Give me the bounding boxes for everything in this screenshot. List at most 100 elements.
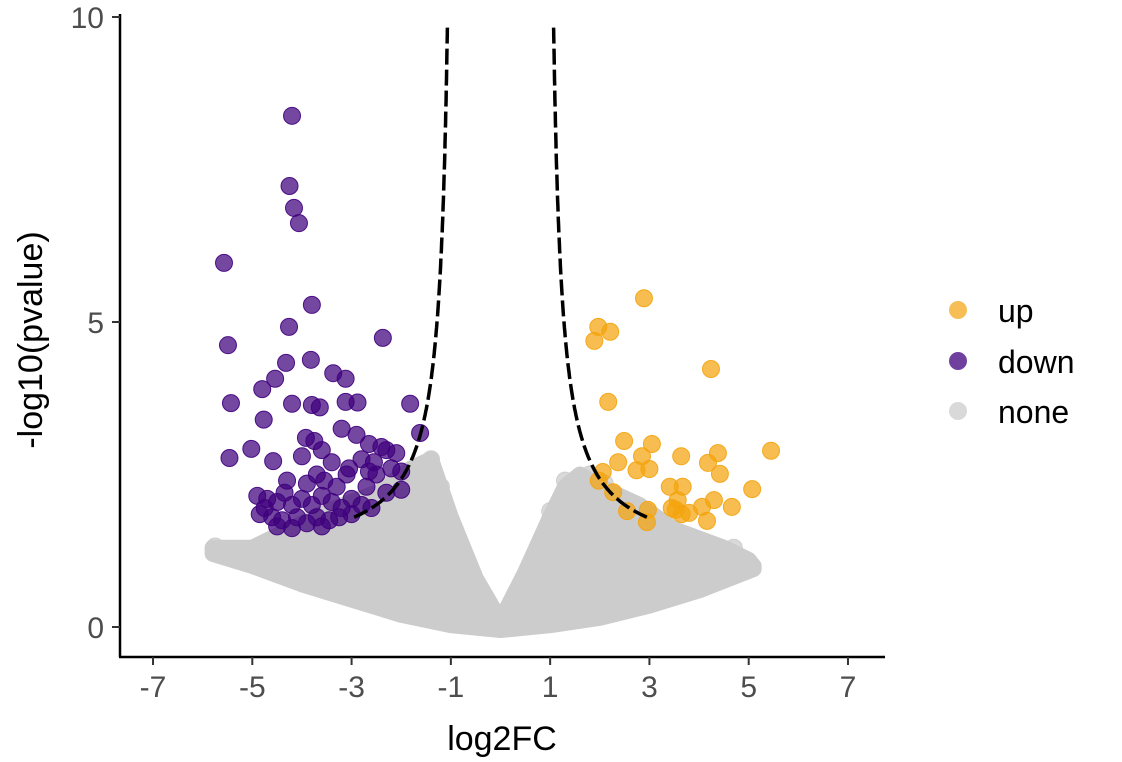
up-points-layer [585, 289, 781, 532]
x-tick-label: -5 [239, 671, 266, 704]
up-point [762, 441, 781, 460]
down-point [302, 295, 321, 314]
down-point [283, 394, 302, 413]
down-point [340, 459, 359, 478]
down-point [357, 477, 376, 496]
y-tick-label: 5 [87, 307, 104, 340]
down-point [264, 452, 283, 471]
down-point [315, 471, 334, 490]
up-point [634, 289, 653, 308]
none-point [451, 544, 470, 563]
y-tick-label: 0 [87, 612, 104, 645]
down-point [322, 453, 341, 472]
down-points-layer [215, 106, 430, 538]
x-tick-label: 7 [840, 671, 857, 704]
down-point [253, 380, 272, 399]
down-point [280, 317, 299, 336]
legend-none-swatch [949, 402, 967, 420]
none-point [258, 558, 277, 577]
down-point [277, 353, 296, 372]
down-point [268, 517, 287, 536]
down-point [215, 253, 234, 272]
down-point [310, 398, 329, 417]
up-point [640, 460, 659, 479]
up-point [609, 453, 628, 472]
up-point [743, 480, 762, 499]
up-point [701, 359, 720, 378]
up-point [642, 435, 661, 453]
down-point [292, 447, 311, 466]
y-axis-label: -log10(pvalue) [12, 231, 50, 448]
down-point [373, 328, 392, 347]
down-point [377, 441, 396, 460]
down-point [401, 394, 420, 413]
x-tick-label: -3 [338, 671, 365, 704]
legend-down-swatch [949, 352, 967, 370]
none-point [538, 614, 557, 633]
down-point [336, 369, 355, 388]
legend-up-label: up [998, 293, 1034, 329]
none-point [422, 450, 441, 469]
x-tick-label: -7 [140, 671, 167, 704]
up-point [599, 392, 618, 411]
x-tick-label: -1 [438, 671, 465, 704]
down-point [275, 483, 294, 502]
right-threshold-curve [551, 27, 648, 519]
none-point [317, 544, 336, 563]
legend-down-label: down [998, 344, 1075, 380]
none-point [431, 477, 450, 496]
legend-up-swatch [949, 301, 967, 319]
down-point [283, 519, 302, 538]
down-point [392, 462, 411, 481]
down-point [289, 214, 308, 233]
down-point [242, 439, 261, 458]
down-point [280, 176, 299, 195]
up-point [615, 431, 634, 450]
down-point [254, 410, 273, 429]
up-point [698, 511, 717, 530]
up-point [672, 505, 691, 524]
none-point [724, 538, 743, 557]
none-point [739, 558, 758, 577]
none-point [471, 581, 490, 600]
up-point [601, 322, 620, 341]
down-point [301, 350, 320, 369]
none-point [273, 544, 292, 563]
x-tick-label: 3 [641, 671, 658, 704]
none-point [655, 526, 674, 545]
x-tick-label: 5 [740, 671, 757, 704]
down-point [359, 462, 378, 481]
up-point [722, 497, 741, 516]
none-point [526, 544, 545, 563]
none-point [506, 587, 525, 606]
axis-ticks: -7 -5 -3 -1 1 3 5 7 0 5 10 [71, 2, 857, 704]
down-point [221, 394, 240, 413]
y-tick-label: 10 [71, 2, 104, 35]
legend-none-label: none [998, 394, 1069, 430]
none-point [541, 502, 560, 521]
up-point [637, 513, 656, 532]
down-point [347, 425, 366, 444]
up-point [672, 447, 691, 466]
down-point [266, 369, 285, 388]
up-point [710, 464, 729, 483]
down-point [283, 106, 302, 125]
none-point [302, 532, 321, 551]
down-point [255, 499, 274, 518]
up-point [585, 331, 604, 350]
down-point [220, 449, 239, 468]
legend: up down none [949, 293, 1075, 430]
down-point [297, 474, 316, 493]
down-point [312, 517, 331, 536]
none-point [660, 550, 679, 569]
none-point [441, 602, 460, 621]
none-point [287, 557, 306, 575]
down-point [218, 336, 237, 355]
none-point [382, 526, 401, 545]
left-threshold-curve [353, 27, 450, 519]
x-axis-label: log2FC [447, 720, 557, 758]
up-point [698, 453, 717, 472]
down-point [312, 441, 331, 460]
x-tick-label: 1 [542, 671, 559, 704]
